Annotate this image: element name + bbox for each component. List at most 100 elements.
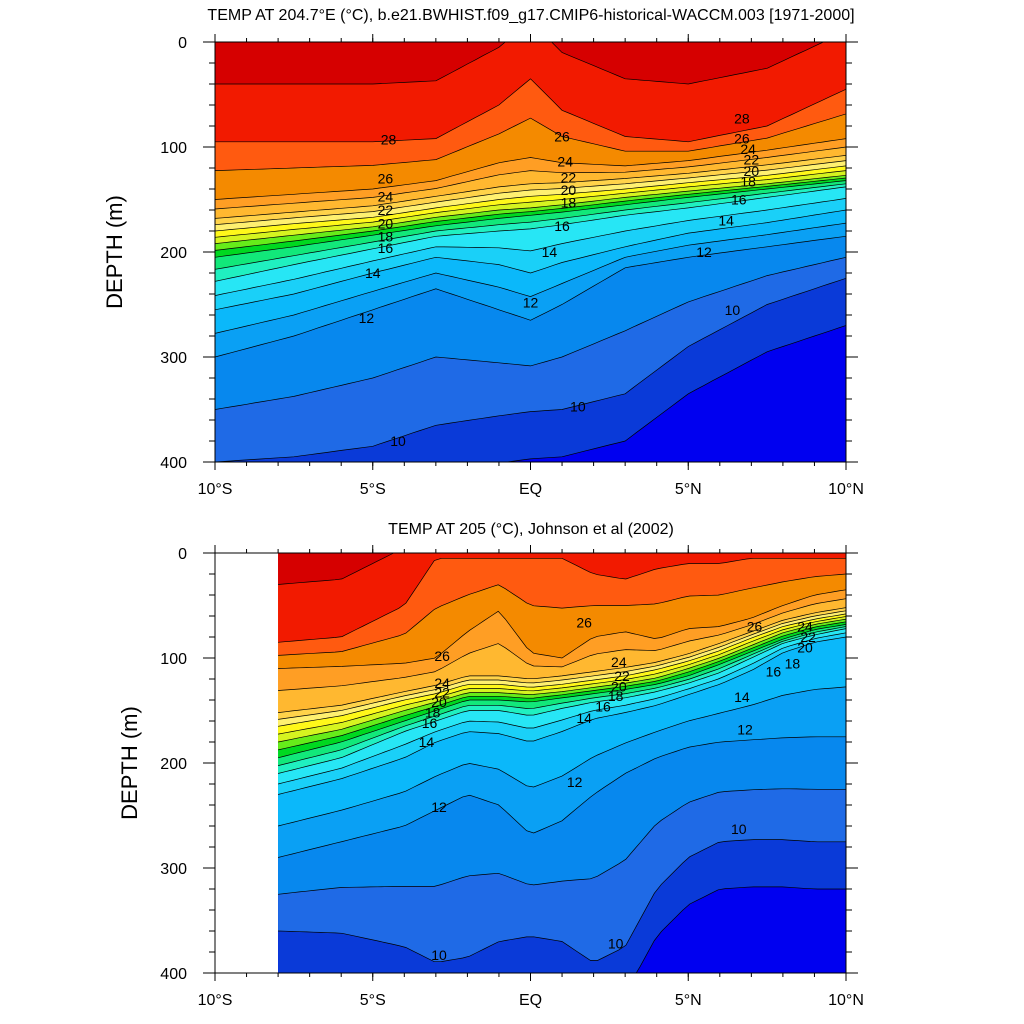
contour-label: 26 [554, 129, 570, 145]
x-tick-label: 5°S [360, 992, 386, 1009]
contour-label: 22 [800, 629, 816, 645]
contour-label: 10 [725, 302, 741, 318]
y-axis-label: DEPTH (m) [102, 195, 127, 309]
y-tick-label: 100 [160, 651, 187, 668]
contour-label: 16 [378, 240, 394, 256]
contour-label: 26 [434, 648, 450, 664]
contour-line [278, 621, 846, 751]
contour-label: 26 [734, 131, 750, 147]
contour-label: 16 [422, 715, 438, 731]
contour-label: 12 [567, 774, 583, 790]
contour-label: 18 [378, 228, 394, 244]
contour-label: 20 [431, 694, 447, 710]
contour-line [278, 632, 846, 785]
contour-label: 28 [381, 132, 397, 148]
contour-label: 20 [611, 678, 627, 694]
contour-label: 14 [542, 244, 558, 260]
contour-label: 10 [731, 821, 747, 837]
y-axis-label: DEPTH (m) [117, 706, 142, 820]
contour-label: 24 [434, 675, 450, 691]
x-tick-label: 10°N [828, 992, 864, 1009]
contour-label: 18 [740, 174, 756, 190]
contour-band [278, 553, 846, 643]
y-tick-label: 400 [160, 966, 187, 983]
contour-label: 22 [561, 169, 577, 185]
contour-line [278, 589, 846, 669]
contour-line [215, 174, 846, 244]
chart-top: TEMP AT 204.7°E (°C), b.e21.BWHIST.f09_g… [102, 7, 864, 498]
contour-line [278, 553, 395, 585]
contour-fills [215, 42, 846, 462]
contour-line [215, 113, 846, 171]
contour-label: 26 [747, 619, 763, 635]
axes: 10°S 5°S EQ 5°N 10°N 0 100 200 300 400 [160, 34, 864, 498]
contour-line [278, 626, 846, 766]
y-tick-label: 100 [160, 140, 187, 157]
contour-label: 20 [744, 163, 760, 179]
contour-label: 14 [576, 710, 592, 726]
contour-line [278, 686, 846, 827]
contour-label: 20 [378, 216, 394, 232]
contour-line [278, 610, 846, 720]
contour-line [215, 235, 846, 358]
contour-label: 14 [718, 213, 734, 229]
contour-line [278, 557, 846, 643]
chart-title: TEMP AT 205 (°C), Johnson et al (2002) [388, 521, 674, 538]
contour-label: 16 [595, 698, 611, 714]
y-tick-label: 0 [178, 546, 187, 563]
contour-label: 22 [614, 668, 630, 684]
contour-line [215, 165, 846, 232]
contour-label: 12 [523, 294, 539, 310]
contour-label: 24 [740, 141, 756, 157]
contour-line [278, 616, 846, 735]
contour-label: 26 [378, 171, 394, 187]
x-tick-label: 5°N [675, 481, 702, 498]
contour-label: 24 [378, 188, 394, 204]
contour-line [215, 42, 825, 85]
contour-line [215, 186, 846, 282]
contour-line [215, 177, 846, 251]
y-tick-label: 300 [160, 861, 187, 878]
contour-label: 20 [561, 182, 577, 198]
contour-label: 12 [696, 244, 712, 260]
contour-band [278, 553, 394, 585]
contour-label: 24 [797, 619, 813, 635]
contour-line [278, 598, 846, 691]
contour-label: 10 [608, 936, 624, 952]
contour-line [278, 736, 846, 858]
contour-label: 12 [359, 310, 375, 326]
contour-label: 14 [365, 265, 381, 281]
chart-bottom: TEMP AT 205 (°C), Johnson et al (2002) D… [117, 521, 864, 1009]
contour-label: 16 [554, 218, 570, 234]
plot-area: 2826242220181614121026242220181614121028… [160, 34, 864, 498]
contour-line [215, 155, 846, 219]
x-tick-label: 10°S [198, 992, 233, 1009]
contour-line [215, 180, 846, 258]
contour-label: 16 [731, 192, 747, 208]
x-tick-label: EQ [519, 481, 542, 498]
contour-label: 18 [425, 705, 441, 721]
contour-line [278, 628, 846, 774]
contour-line [278, 573, 846, 656]
contour-line [278, 613, 846, 727]
y-tick-label: 200 [160, 756, 187, 773]
contour-line [215, 198, 846, 296]
contour-label: 22 [434, 685, 450, 701]
contour-label: 18 [785, 655, 801, 671]
contour-label: 14 [419, 734, 435, 750]
contour-line [215, 222, 846, 334]
contour-label: 26 [576, 614, 592, 630]
contour-line [278, 788, 846, 895]
contour-line [215, 277, 846, 462]
contour-label: 14 [734, 689, 750, 705]
contour-line [215, 78, 846, 143]
contour-label: 20 [797, 640, 813, 656]
x-tick-label: 5°N [675, 992, 702, 1009]
contour-line [278, 618, 846, 743]
chart-title: TEMP AT 204.7°E (°C), b.e21.BWHIST.f09_g… [207, 7, 854, 24]
contour-line [278, 607, 846, 713]
contour-line [215, 146, 846, 210]
contour-band [215, 42, 824, 84]
